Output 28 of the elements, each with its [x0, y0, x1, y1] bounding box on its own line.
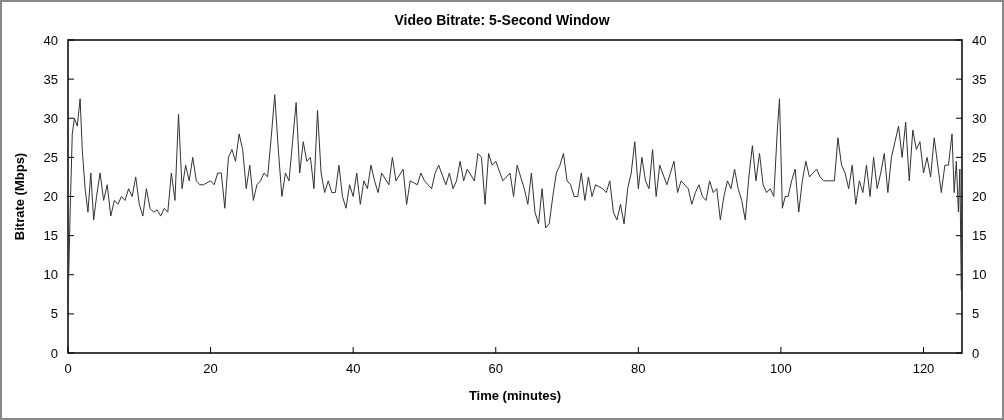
x-tick-label: 120 — [912, 361, 935, 376]
y2-tick-label: 0 — [972, 345, 980, 361]
y-tick-label: 0 — [50, 345, 58, 361]
x-tick-label: 100 — [770, 361, 792, 376]
y2-tick-label: 10 — [972, 267, 987, 283]
y-tick-label: 10 — [43, 267, 58, 283]
y2-tick-label: 5 — [972, 306, 980, 322]
y-tick-label: 20 — [43, 189, 58, 205]
y-tick-label: 30 — [43, 110, 58, 126]
y2-tick-label: 35 — [972, 71, 987, 87]
x-axis-title: Time (minutes) — [468, 388, 562, 403]
y2-tick-label: 40 — [972, 32, 987, 48]
y-axis-title: Bitrate (Mbps) — [12, 152, 27, 241]
x-tick-label: 80 — [631, 361, 646, 376]
x-tick-label: 0 — [64, 361, 72, 376]
y2-tick-label: 20 — [972, 189, 987, 205]
y2-tick-label: 15 — [972, 228, 987, 244]
y-tick-label: 35 — [43, 71, 58, 87]
y-tick-label: 5 — [50, 306, 58, 322]
y2-tick-label: 30 — [972, 110, 987, 126]
x-tick-label: 40 — [345, 361, 361, 376]
x-tick-label: 60 — [488, 361, 503, 376]
chart-title: Video Bitrate: 5-Second Window — [394, 12, 610, 28]
x-tick-label: 20 — [203, 361, 218, 376]
y-tick-label: 25 — [43, 149, 58, 165]
y-tick-label: 15 — [43, 228, 58, 244]
y-tick-label: 40 — [43, 32, 58, 48]
y2-tick-label: 25 — [972, 149, 987, 165]
